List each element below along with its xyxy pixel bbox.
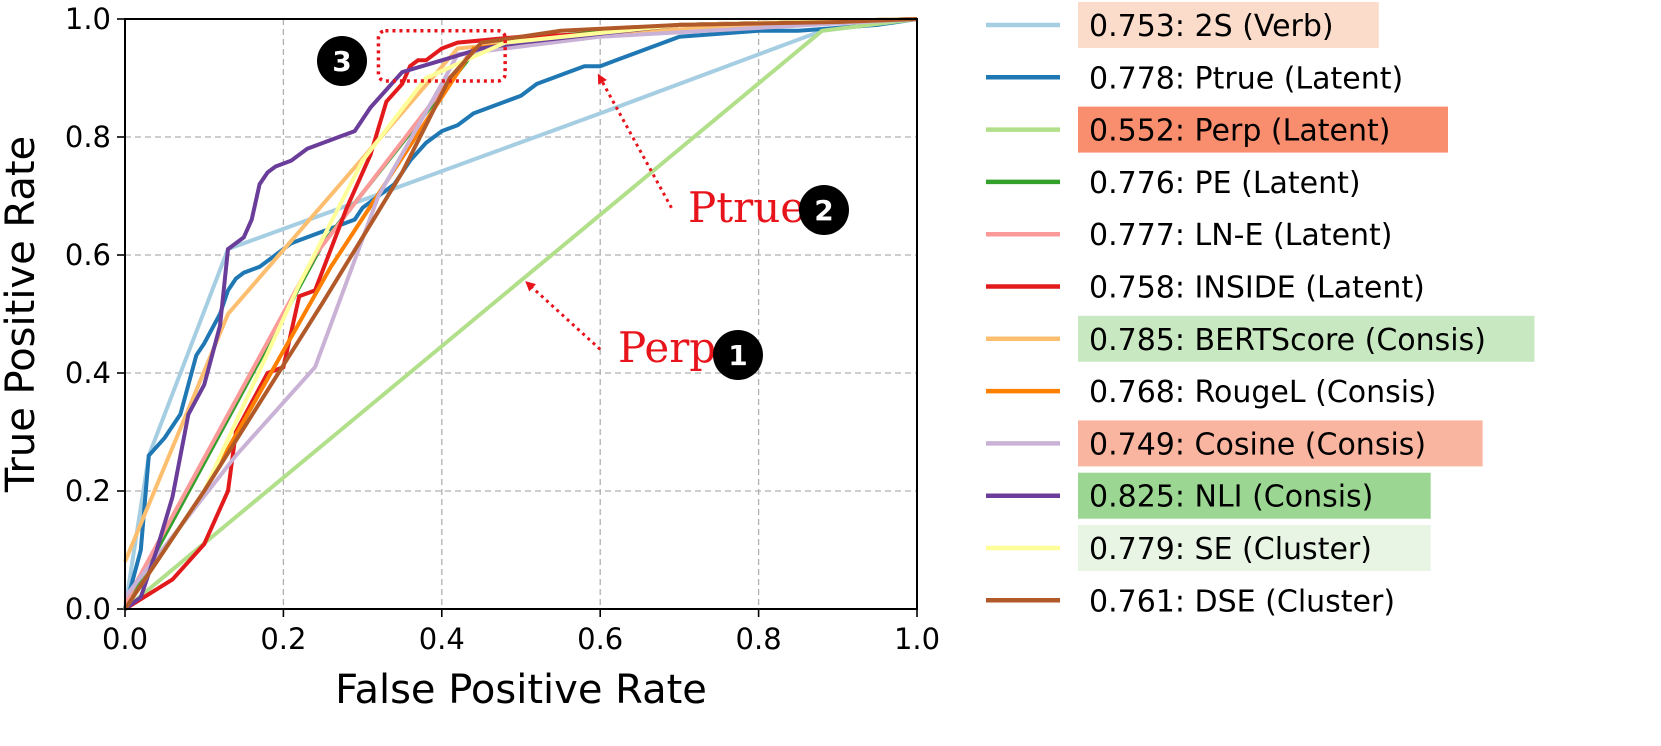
legend-item: 0.776: PE (Latent) [986, 166, 1361, 201]
legend-label: 0.758: INSIDE (Latent) [1089, 271, 1425, 306]
legend: 0.753: 2S (Verb) 0.778: Ptrue (Latent) 0.5… [986, 2, 1535, 619]
legend-label: 0.785: BERTScore (Consis) [1089, 323, 1486, 358]
annotation-badge-number: 1 [728, 339, 747, 372]
legend-label: 0.768: RougeL (Consis) [1089, 375, 1436, 410]
annotation-arrow [525, 281, 602, 351]
x-tick-label: 1.0 [894, 622, 940, 656]
tick-marks [117, 18, 918, 617]
legend-item: 0.758: INSIDE (Latent) [986, 271, 1425, 306]
annotations: Perp 1 Ptrue 2 3 [317, 29, 849, 380]
y-axis-title: True Positive Rate [0, 136, 44, 493]
legend-highlight [1078, 420, 1483, 467]
annotation-badge-number: 2 [814, 194, 833, 227]
legend-item: 0.778: Ptrue (Latent) [986, 61, 1403, 96]
y-tick-label: 0.6 [65, 238, 111, 272]
legend-item: 0.753: 2S (Verb) [986, 2, 1379, 48]
x-tick-label: 0.4 [419, 622, 465, 656]
y-tick-label: 0.2 [65, 474, 111, 508]
y-tick-label: 0.0 [65, 592, 111, 626]
x-tick-label: 0.6 [577, 622, 623, 656]
legend-item: 0.749: Cosine (Consis) [986, 420, 1483, 467]
annotation-label: Perp [618, 323, 716, 372]
legend-label: 0.825: NLI (Consis) [1089, 480, 1373, 515]
plot-frame [124, 18, 918, 610]
legend-highlight [1078, 2, 1379, 48]
legend-highlight [1078, 525, 1431, 571]
legend-item: 0.785: BERTScore (Consis) [986, 315, 1535, 362]
y-tick-label: 1.0 [65, 2, 111, 36]
tick-labels: 0.0 0.2 0.4 0.6 0.8 1.0 0.0 0.2 0.4 0.6 0.8 1.0 [65, 2, 940, 656]
annotation-badge [317, 36, 367, 86]
plot-area [123, 17, 918, 611]
legend-item: 0.552: Perp (Latent) [986, 106, 1448, 153]
legend-label: 0.776: PE (Latent) [1089, 166, 1361, 201]
y-tick-label: 0.8 [65, 120, 111, 154]
legend-label: 0.753: 2S (Verb) [1089, 9, 1334, 44]
series-line-dse-cluster [123, 17, 918, 611]
annotation-highlight-box [376, 29, 507, 83]
x-tick-label: 0.2 [260, 622, 306, 656]
legend-item: 0.825: NLI (Consis) [986, 472, 1431, 519]
legend-label: 0.778: Ptrue (Latent) [1089, 61, 1403, 96]
annotation-badge-number: 3 [332, 45, 351, 78]
legend-item: 0.768: RougeL (Consis) [986, 375, 1436, 410]
series-line-cosine-consis [123, 17, 918, 599]
annotation-label: Ptrue [688, 183, 805, 232]
y-tick-label: 0.4 [65, 356, 111, 390]
series-line-nli-consis [123, 17, 918, 611]
legend-label: 0.761: DSE (Cluster) [1089, 584, 1395, 619]
legend-highlight [1078, 472, 1431, 519]
series-line-perp-latent [123, 17, 918, 611]
x-axis-title: False Positive Rate [335, 667, 707, 713]
legend-highlight [1078, 106, 1448, 153]
annotation-badge [799, 185, 849, 235]
annotation-badge [713, 330, 763, 380]
legend-item: 0.777: LN-E (Latent) [986, 218, 1393, 253]
legend-item: 0.779: SE (Cluster) [986, 525, 1431, 571]
legend-label: 0.779: SE (Cluster) [1089, 532, 1372, 567]
legend-item: 0.761: DSE (Cluster) [986, 584, 1395, 619]
x-tick-label: 0.0 [102, 622, 148, 656]
legend-label: 0.749: Cosine (Consis) [1089, 427, 1426, 462]
legend-highlight [1078, 315, 1535, 362]
x-tick-label: 0.8 [736, 622, 782, 656]
legend-label: 0.552: Perp (Latent) [1089, 114, 1390, 149]
legend-label: 0.777: LN-E (Latent) [1089, 218, 1393, 253]
